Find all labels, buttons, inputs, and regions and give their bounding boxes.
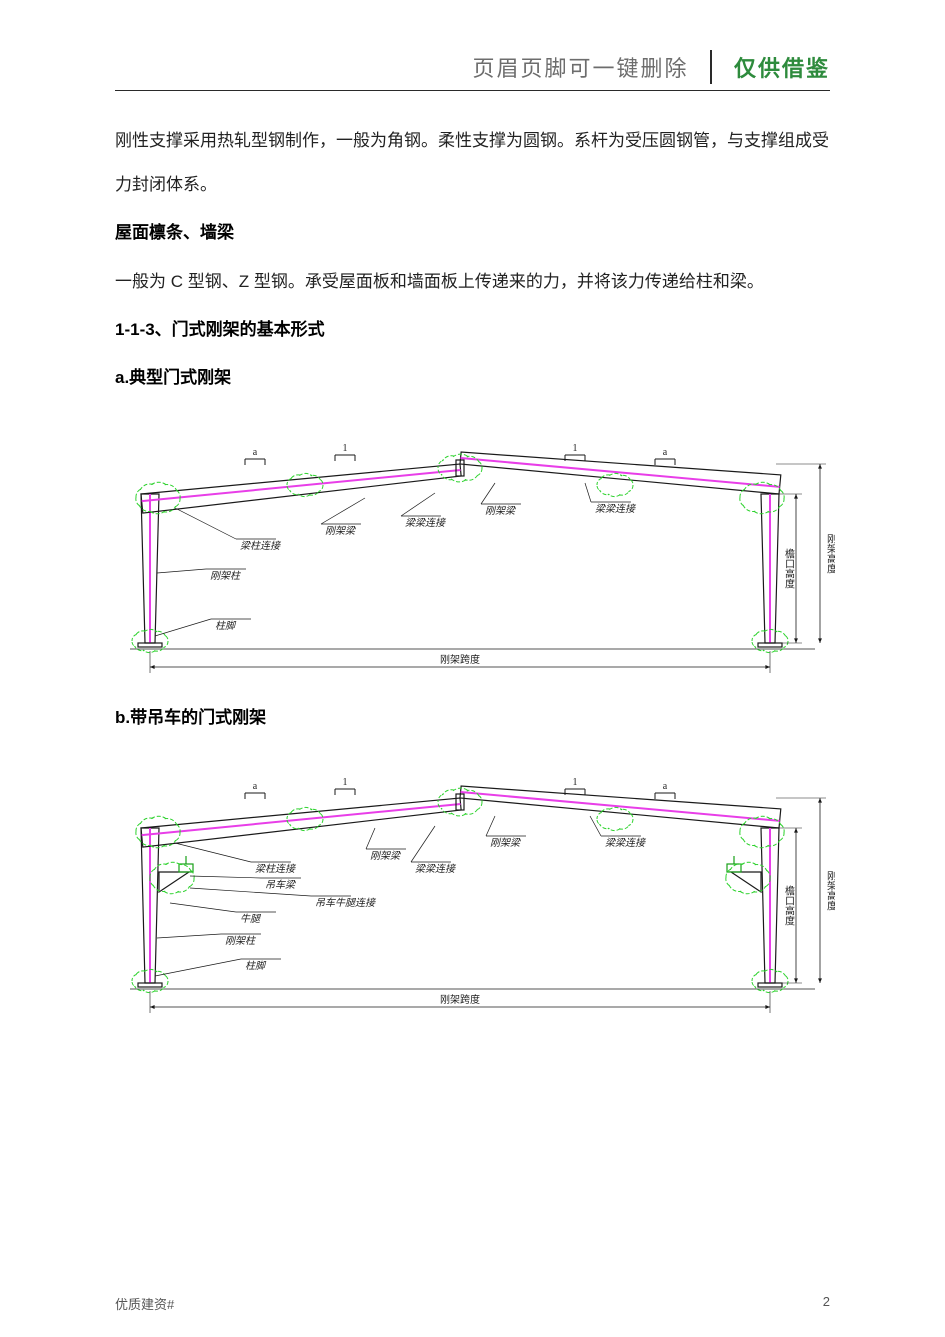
footer-left: 优质建资# [115,1294,174,1313]
svg-text:梁梁连接: 梁梁连接 [405,517,447,529]
page-header: 页眉页脚可一键删除 仅供借鉴 [115,50,830,91]
header-divider [710,50,712,84]
heading-113: 1-1-3、门式刚架的基本形式 [115,308,830,352]
svg-text:刚架梁: 刚架梁 [370,850,401,862]
heading-a: a.典型门式刚架 [115,356,830,400]
svg-text:刚架跨度: 刚架跨度 [440,653,480,666]
svg-text:a: a [253,781,258,792]
portal-frame-diagram-a: a11a刚架跨度檐口高度刚架高度刚架梁刚架梁梁梁连接梁梁连接梁柱连接刚架柱柱脚 [115,408,835,678]
svg-text:梁梁连接: 梁梁连接 [415,863,457,875]
svg-text:柱脚: 柱脚 [245,960,267,972]
paragraph-1: 刚性支撑采用热轧型钢制作，一般为角钢。柔性支撑为圆钢。系杆为受压圆钢管，与支撑组… [115,119,830,207]
svg-text:a: a [663,447,668,458]
header-right-text: 仅供借鉴 [734,51,830,83]
svg-text:a: a [663,781,668,792]
svg-text:刚架梁: 刚架梁 [490,837,521,849]
svg-text:吊车梁: 吊车梁 [265,879,296,891]
svg-text:吊车牛腿连接: 吊车牛腿连接 [315,897,377,909]
svg-text:檐口高度: 檐口高度 [783,885,795,927]
svg-text:刚架高度: 刚架高度 [825,533,836,574]
svg-text:1: 1 [573,443,578,454]
svg-text:刚架高度: 刚架高度 [825,871,836,912]
svg-text:梁柱连接: 梁柱连接 [255,863,297,875]
footer-page-number: 2 [823,1294,830,1313]
portal-frame-diagram-b: a11a刚架跨度檐口高度刚架高度刚架梁刚架梁梁梁连接梁梁连接梁柱连接吊车梁吊车牛… [115,748,835,1018]
svg-text:刚架柱: 刚架柱 [210,570,242,582]
svg-text:1: 1 [573,777,578,788]
heading-purlin: 屋面檩条、墙梁 [115,211,830,255]
svg-text:梁柱连接: 梁柱连接 [240,540,282,552]
svg-text:刚架柱: 刚架柱 [225,935,257,947]
svg-text:柱脚: 柱脚 [215,620,237,632]
svg-text:刚架梁: 刚架梁 [325,525,356,537]
header-left-text: 页眉页脚可一键删除 [472,51,710,83]
svg-text:1: 1 [343,777,348,788]
page-footer: 优质建资# 2 [115,1294,830,1313]
svg-text:a: a [253,447,258,458]
document-page: 页眉页脚可一键删除 仅供借鉴 刚性支撑采用热轧型钢制作，一般为角钢。柔性支撑为圆… [0,0,945,1337]
svg-text:1: 1 [343,443,348,454]
svg-text:刚架梁: 刚架梁 [485,505,516,517]
paragraph-2: 一般为 C 型钢、Z 型钢。承受屋面板和墙面板上传递来的力，并将该力传递给柱和梁… [115,260,830,304]
heading-b: b.带吊车的门式刚架 [115,696,830,740]
svg-text:檐口高度: 檐口高度 [783,547,795,589]
svg-text:刚架跨度: 刚架跨度 [440,993,480,1006]
diagram-a-container: a11a刚架跨度檐口高度刚架高度刚架梁刚架梁梁梁连接梁梁连接梁柱连接刚架柱柱脚 [115,408,830,678]
svg-text:牛腿: 牛腿 [240,913,262,925]
svg-text:梁梁连接: 梁梁连接 [605,837,647,849]
svg-text:梁梁连接: 梁梁连接 [595,503,637,515]
diagram-b-container: a11a刚架跨度檐口高度刚架高度刚架梁刚架梁梁梁连接梁梁连接梁柱连接吊车梁吊车牛… [115,748,830,1018]
